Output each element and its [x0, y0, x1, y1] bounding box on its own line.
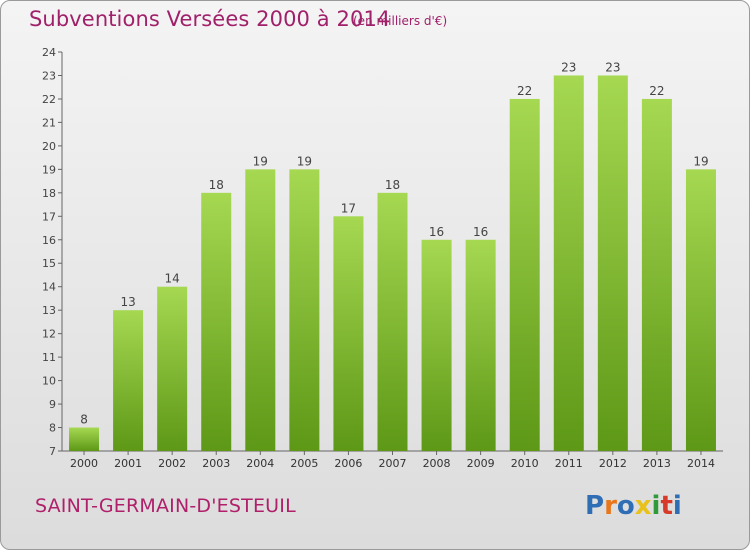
axes: 7 8 9 10 11 12 13 14 15 16 17 18 19 20 21 22 23 24 2000 200… — [42, 46, 723, 470]
x-tick-label: 2004 — [246, 457, 274, 470]
x-tick-label: 2012 — [599, 457, 627, 470]
bar — [641, 98, 672, 452]
y-tick-label: 16 — [42, 234, 56, 247]
y-tick-label: 7 — [49, 445, 56, 458]
bar — [509, 98, 540, 452]
y-tick-label: 11 — [42, 351, 56, 364]
bar-value-label: 19 — [693, 154, 708, 168]
y-tick-label: 17 — [42, 210, 56, 223]
bar — [157, 286, 188, 451]
y-tick-label: 12 — [42, 328, 56, 341]
bar-value-label: 23 — [561, 60, 576, 74]
y-tick-label: 14 — [42, 281, 56, 294]
bar — [201, 192, 232, 451]
chart-title: Subventions Versées 2000 à 2014 — [29, 7, 391, 31]
bar-value-label: 17 — [341, 201, 356, 215]
y-tick-label: 19 — [42, 163, 56, 176]
x-tick-label: 2001 — [114, 457, 142, 470]
x-tick-label: 2014 — [687, 457, 715, 470]
y-tick-label: 21 — [42, 116, 56, 129]
bar-value-label: 16 — [473, 225, 488, 239]
bar — [465, 239, 496, 451]
proxiti-logo[interactable]: Proxiti — [583, 488, 693, 522]
bar-value-label: 18 — [209, 178, 224, 192]
bar — [421, 239, 452, 451]
bar — [597, 75, 628, 452]
bar-value-label: 18 — [385, 178, 400, 192]
y-tick-label: 9 — [49, 398, 56, 411]
bar — [245, 169, 276, 451]
commune-name: SAINT-GERMAIN-D'ESTEUIL — [35, 495, 296, 517]
x-tick-label: 2006 — [334, 457, 362, 470]
bar — [333, 216, 364, 451]
chart-subtitle: (en milliers d'€) — [353, 14, 448, 28]
bar — [685, 169, 716, 451]
bars-group — [69, 75, 716, 452]
y-tick-label: 10 — [42, 375, 56, 388]
x-tick-label: 2011 — [555, 457, 583, 470]
x-tick-label: 2009 — [467, 457, 495, 470]
y-tick-label: 18 — [42, 187, 56, 200]
bar — [69, 427, 100, 451]
y-tick-label: 15 — [42, 257, 56, 270]
y-tick-label: 22 — [42, 93, 56, 106]
bar — [113, 310, 144, 451]
value-labels-group: 8 13 14 18 19 19 17 18 16 16 22 23 23 22 19 — [80, 60, 708, 426]
x-tick-label: 2008 — [423, 457, 451, 470]
bar-value-label: 23 — [605, 60, 620, 74]
bar-value-label: 16 — [429, 225, 444, 239]
y-tick-label: 8 — [49, 422, 56, 435]
x-tick-label: 2005 — [290, 457, 318, 470]
bar-value-label: 22 — [649, 84, 664, 98]
y-tick-label: 20 — [42, 140, 56, 153]
bar-value-label: 22 — [517, 84, 532, 98]
bar-value-label: 19 — [297, 154, 312, 168]
x-tick-label: 2000 — [70, 457, 98, 470]
y-tick-label: 24 — [42, 46, 56, 59]
bar-value-label: 8 — [80, 413, 88, 427]
bar-value-label: 19 — [253, 154, 268, 168]
bar-value-label: 14 — [165, 272, 180, 286]
x-tick-label: 2002 — [158, 457, 186, 470]
x-tick-label: 2007 — [379, 457, 407, 470]
bar — [553, 75, 584, 452]
bar-value-label: 13 — [120, 295, 135, 309]
y-tick-label: 23 — [42, 69, 56, 82]
x-tick-label: 2013 — [643, 457, 671, 470]
y-tick-label: 13 — [42, 304, 56, 317]
bar — [377, 192, 408, 451]
x-tick-label: 2003 — [202, 457, 230, 470]
bar — [289, 169, 320, 451]
svg-text:Proxiti: Proxiti — [585, 491, 682, 521]
x-tick-label: 2010 — [511, 457, 539, 470]
